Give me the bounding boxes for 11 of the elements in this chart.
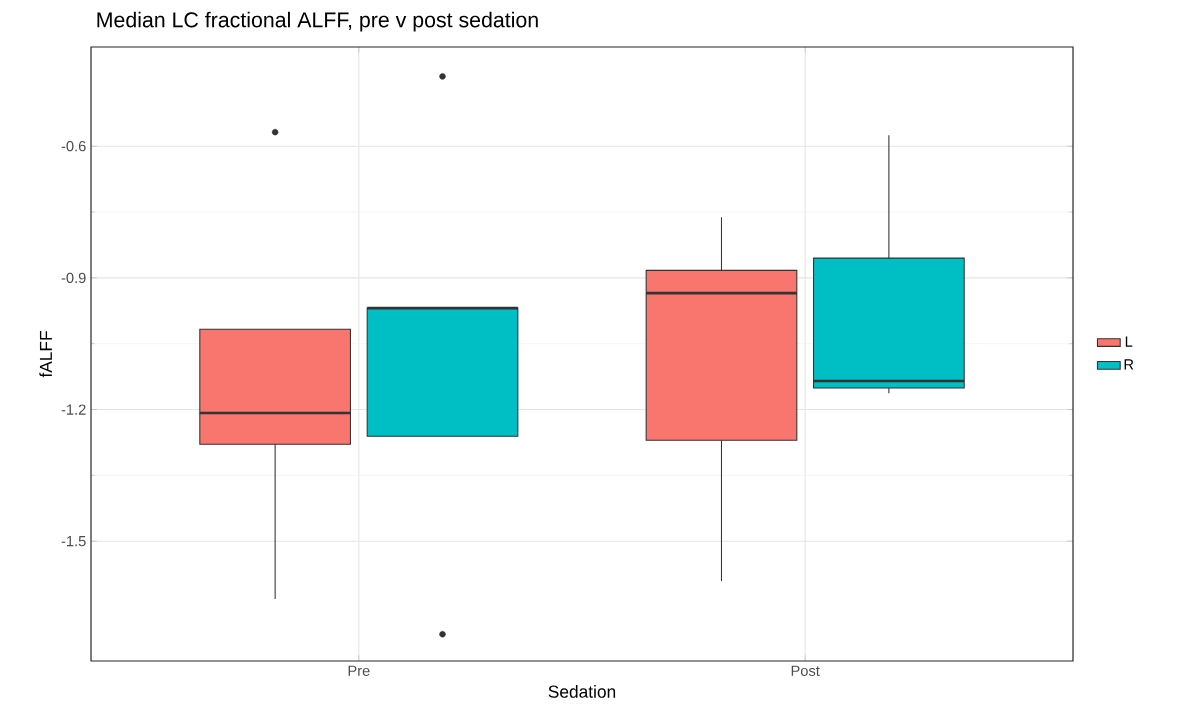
x-tick-label: Post: [791, 665, 820, 676]
chart-title: Median LC fractional ALFF, pre v post sedation: [97, 11, 538, 32]
y-tick-label: -1.5: [61, 536, 86, 547]
y-tick-label: -1.2: [61, 404, 86, 415]
legend-label: L: [1125, 336, 1133, 347]
x-tick-label: Pre: [348, 665, 370, 676]
x-axis-title: Sedation: [548, 685, 616, 698]
legend-label: R: [1124, 359, 1134, 370]
y-tick-label: -0.9: [61, 272, 86, 284]
y-tick-label: -0.6: [61, 141, 86, 152]
y-axis-title: fALFF: [39, 331, 52, 378]
